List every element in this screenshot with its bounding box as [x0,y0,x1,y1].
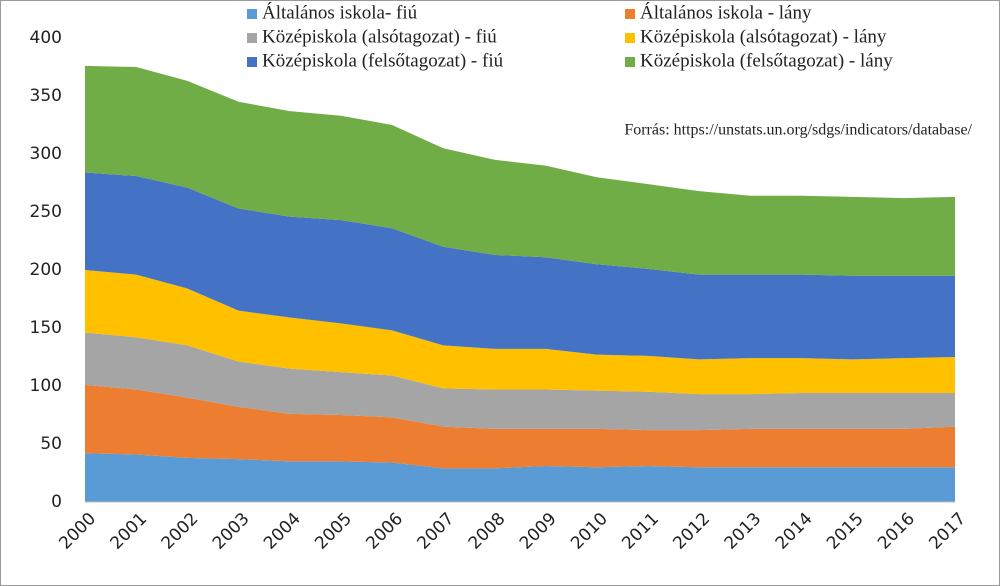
legend-item: Középiskola (alsótagozat) - lány [625,26,887,47]
legend-label: Középiskola (felsőtagozat) - fiú [262,50,504,71]
legend-item: Általános iskola- fiú [247,1,418,23]
legend-item: Középiskola (alsótagozat) - fiú [247,26,497,47]
legend-swatch [247,57,257,67]
legend-item: Középiskola (felsőtagozat) - fiú [247,50,504,71]
y-tick-label: 350 [30,86,62,106]
annotation: Forrás: https://unstats.un.org/sdgs/indi… [624,122,972,139]
legend-item: Általános iskola - lány [625,1,812,23]
y-tick-label: 250 [30,202,62,222]
legend-swatch [625,9,635,19]
y-tick-label: 0 [51,492,62,512]
y-tick-label: 100 [30,376,62,396]
area [85,270,955,395]
legend-item: Középiskola (felsőtagozat) - lány [625,50,893,71]
y-tick-label: 150 [30,318,62,338]
legend-swatch [625,57,635,67]
legend-label: Általános iskola - lány [640,1,812,23]
legend-label: Általános iskola- fiú [262,1,418,23]
area [85,332,955,431]
area [85,172,955,360]
legend-label: Középiskola (alsótagozat) - lány [640,26,887,47]
legend-label: Középiskola (felsőtagozat) - lány [640,50,893,71]
y-tick-label: 300 [30,144,62,164]
legend-label: Középiskola (alsótagozat) - fiú [262,26,497,47]
area [85,384,955,469]
legend-swatch [247,9,257,19]
area [85,453,955,502]
legend-swatch [625,33,635,43]
y-tick-label: 200 [30,260,62,280]
y-tick-label: 50 [40,434,62,454]
legend-swatch [247,33,257,43]
area [85,65,955,276]
y-tick-label: 400 [30,28,62,48]
